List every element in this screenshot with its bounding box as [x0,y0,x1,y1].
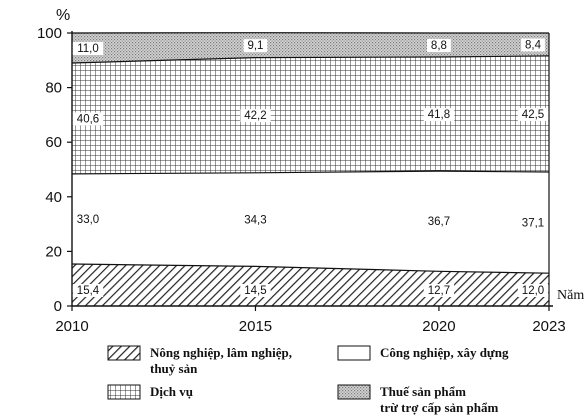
area-industry [72,171,549,274]
area-services [72,55,549,174]
x-tick-label: 2015 [239,318,272,335]
legend-item-agriculture: Nông nghiệp, lâm nghiệp,thuỷ sản [107,345,292,376]
legend-label: Nông nghiệp, lâm nghiệp, [150,345,292,360]
stacked-areas [71,32,550,306]
data-label-background [72,112,104,126]
y-tick-label: 0 [54,298,62,315]
label-services: 41,8 [428,109,450,121]
x-tick-label: 2023 [532,318,565,335]
x-axis-unit: Năm [557,288,584,303]
data-labels: 15,4 14,5 12,7 12,0 33,0 34,3 36,7 37,1 40,6 42,2… [72,38,549,297]
layer-boundary-line [71,263,550,274]
label-industry: 37,1 [522,218,544,230]
x-tick-label: 2010 [55,318,88,335]
label-industry: 36,7 [428,216,450,228]
y-tick-label: 80 [45,80,62,97]
legend-item-services: Dịch vụ [107,384,193,400]
y-tick-label: 60 [45,134,62,151]
legend-swatch [337,384,371,400]
y-tick-label: 20 [45,243,62,260]
label-agriculture: 12,0 [522,285,544,297]
y-tick-label: 100 [37,25,62,42]
label-agriculture: 14,5 [244,285,266,297]
y-axis: 0 20 40 60 80 100 [37,25,73,315]
layer-boundary-line [71,170,550,175]
y-axis-unit: % [56,7,70,24]
data-label-background [240,284,271,297]
label-industry: 33,0 [77,214,99,226]
legend-swatch [337,345,371,361]
label-services: 40,6 [77,113,99,125]
legend-label: Thuế sản phẩm [380,384,466,399]
label-services: 42,2 [244,110,266,122]
label-agriculture: 15,4 [77,285,100,297]
legend-swatch [107,345,141,361]
legend-label-line2: thuỷ sản [150,361,198,376]
x-tick-label: 2020 [422,318,455,335]
legend: Nông nghiệp, lâm nghiệp,thuỷ sản Công ngh… [107,345,509,415]
label-industry: 34,3 [244,215,266,227]
data-label-background [72,284,104,297]
x-axis: 2010 2015 2020 2023 [55,305,566,335]
data-label-background [423,284,455,297]
data-label-background [517,284,549,297]
data-label-background [240,109,271,123]
label-product-tax: 8,8 [431,40,447,52]
data-label-background [427,39,451,53]
label-services: 42,5 [522,109,544,121]
legend-item-industry: Công nghiệp, xây dựng [337,345,509,361]
label-product-tax: 8,4 [525,39,542,51]
data-label-background [243,39,268,53]
label-product-tax: 11,0 [77,43,99,55]
legend-label: Công nghiệp, xây dựng [380,345,509,360]
legend-label-line2: trừ trợ cấp sản phẩm [380,400,498,415]
legend-swatch [107,384,141,400]
data-label-background [521,38,545,52]
data-label-background [423,108,455,122]
layer-boundary-line [71,55,550,64]
data-label-background [72,42,104,56]
label-agriculture: 12,7 [428,285,450,297]
y-tick-label: 40 [45,189,62,206]
label-product-tax: 9,1 [247,40,263,52]
data-label-background [517,107,549,121]
legend-label: Dịch vụ [150,384,193,399]
